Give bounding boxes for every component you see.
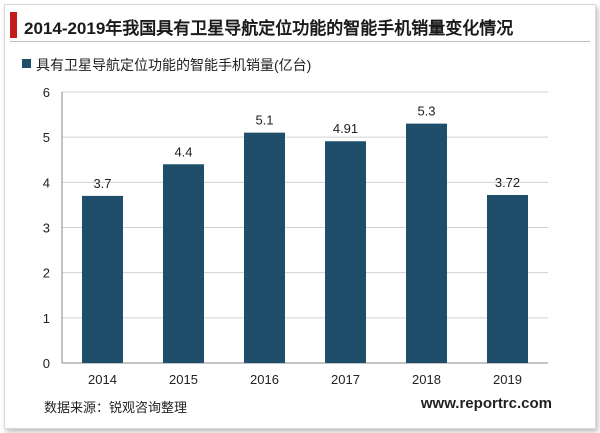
y-tick-label: 3 — [43, 221, 50, 236]
y-tick-label: 6 — [43, 85, 50, 100]
y-tick-label: 5 — [43, 130, 50, 145]
y-tick-label: 1 — [43, 311, 50, 326]
x-tick-label: 2017 — [331, 372, 360, 387]
data-label: 3.72 — [495, 175, 520, 190]
data-label: 5.1 — [255, 113, 273, 128]
title-accent-bar — [10, 12, 17, 38]
y-tick-label: 0 — [43, 356, 50, 371]
data-label: 4.91 — [333, 121, 358, 136]
bar — [487, 194, 528, 363]
data-source: 数据来源：锐观咨询整理 — [44, 400, 188, 415]
bar — [244, 132, 285, 363]
bar — [325, 141, 366, 363]
bar — [163, 164, 204, 363]
bar — [82, 195, 123, 363]
y-tick-label: 2 — [43, 266, 50, 281]
data-label: 3.7 — [93, 176, 111, 191]
x-tick-label: 2014 — [88, 372, 117, 387]
data-label: 5.3 — [417, 104, 435, 119]
x-tick-label: 2019 — [493, 372, 522, 387]
bar — [406, 123, 447, 363]
website-url: www.reportrc.com — [420, 395, 552, 412]
y-tick-label: 4 — [43, 175, 50, 190]
title-divider — [10, 41, 590, 42]
x-tick-label: 2016 — [250, 372, 279, 387]
legend-swatch — [22, 59, 31, 68]
chart-title: 2014-2019年我国具有卫星导航定位功能的智能手机销量变化情况 — [24, 19, 514, 38]
title-bar: 2014-2019年我国具有卫星导航定位功能的智能手机销量变化情况 — [6, 10, 592, 42]
x-tick-label: 2018 — [412, 372, 441, 387]
legend-label: 具有卫星导航定位功能的智能手机销量(亿台) — [36, 57, 312, 73]
data-label: 4.4 — [174, 144, 192, 159]
x-tick-label: 2015 — [169, 372, 198, 387]
